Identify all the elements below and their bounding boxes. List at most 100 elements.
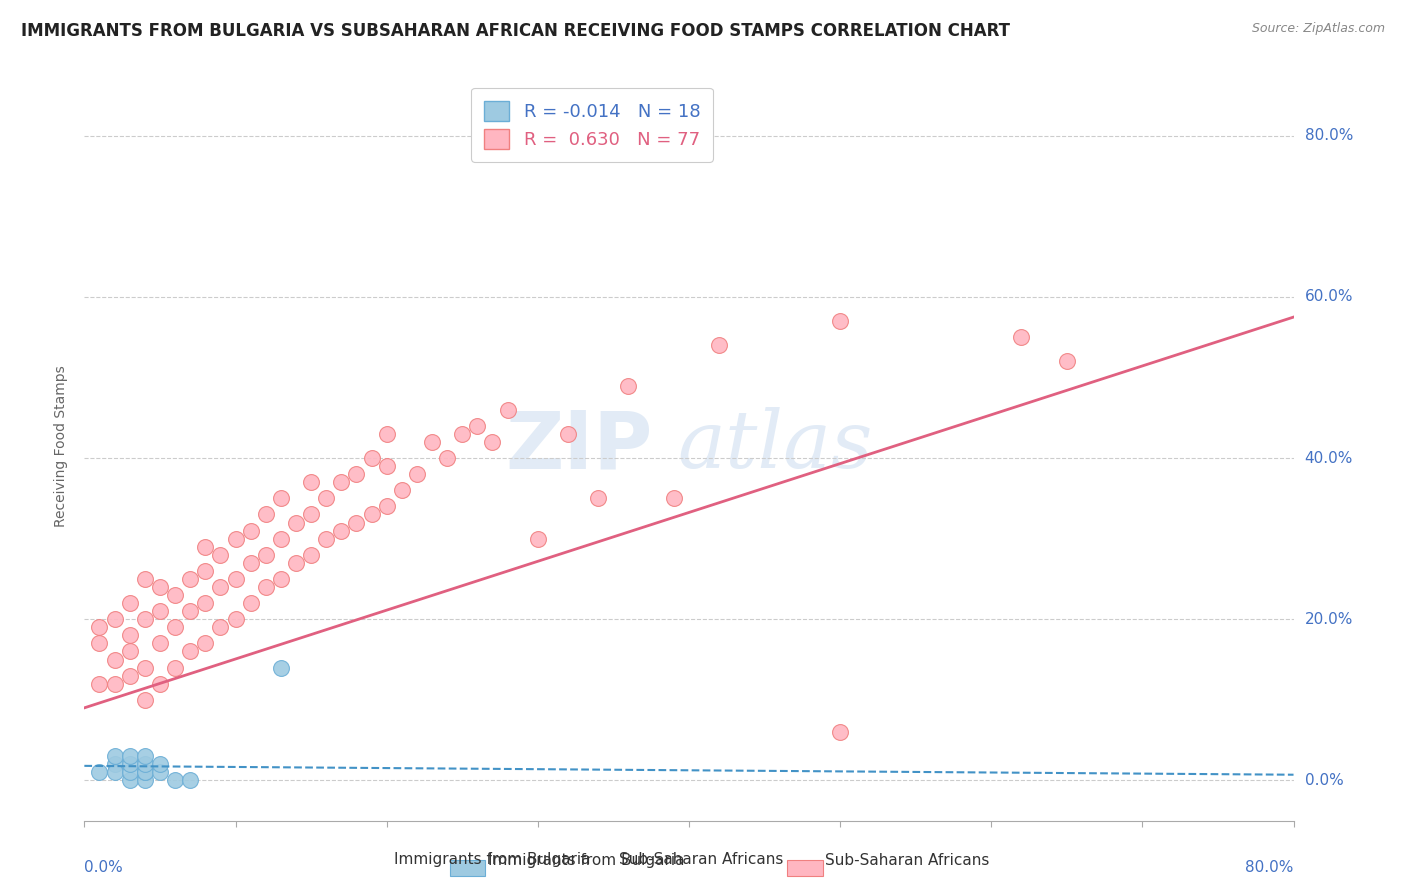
Point	[179, 773, 201, 788]
Point	[481, 434, 503, 449]
Point	[134, 660, 156, 674]
Point	[830, 314, 852, 328]
Point	[118, 749, 141, 764]
Point	[330, 475, 353, 490]
Point	[209, 548, 232, 562]
Point	[194, 540, 217, 554]
Point	[299, 508, 322, 522]
Point	[179, 604, 201, 618]
Point	[588, 491, 610, 506]
Text: 80.0%: 80.0%	[1305, 128, 1353, 144]
Point	[375, 500, 398, 514]
Point	[270, 660, 292, 674]
Point	[134, 572, 156, 586]
Point	[104, 676, 127, 690]
Point	[239, 596, 262, 610]
Text: 40.0%: 40.0%	[1305, 450, 1353, 466]
Point	[134, 757, 156, 772]
Text: 60.0%: 60.0%	[1305, 289, 1353, 304]
Point	[194, 636, 217, 650]
Text: ZIP: ZIP	[505, 407, 652, 485]
Point	[118, 757, 141, 772]
Point	[299, 548, 322, 562]
Legend: R = -0.014   N = 18, R =  0.630   N = 77: R = -0.014 N = 18, R = 0.630 N = 77	[471, 88, 713, 162]
Point	[375, 459, 398, 474]
Point	[134, 749, 156, 764]
Text: Source: ZipAtlas.com: Source: ZipAtlas.com	[1251, 22, 1385, 36]
Point	[270, 532, 292, 546]
Point	[527, 532, 550, 546]
Point	[104, 749, 127, 764]
Point	[89, 636, 111, 650]
Point	[118, 765, 141, 780]
Point	[617, 378, 640, 392]
Point	[149, 757, 172, 772]
Point	[165, 620, 187, 634]
Point	[225, 572, 247, 586]
Text: 0.0%: 0.0%	[1305, 772, 1343, 788]
Text: IMMIGRANTS FROM BULGARIA VS SUBSAHARAN AFRICAN RECEIVING FOOD STAMPS CORRELATION: IMMIGRANTS FROM BULGARIA VS SUBSAHARAN A…	[21, 22, 1010, 40]
Point	[209, 580, 232, 594]
Point	[346, 467, 368, 482]
Point	[89, 620, 111, 634]
Point	[315, 532, 337, 546]
Point	[104, 765, 127, 780]
Point	[662, 491, 685, 506]
Text: Sub-Saharan Africans: Sub-Saharan Africans	[825, 853, 990, 868]
Point	[165, 773, 187, 788]
Point	[346, 516, 368, 530]
Point	[391, 483, 413, 498]
Point	[104, 612, 127, 626]
Point	[270, 572, 292, 586]
Text: atlas: atlas	[676, 408, 872, 484]
Text: 80.0%: 80.0%	[1246, 860, 1294, 874]
Point	[315, 491, 337, 506]
Point	[557, 426, 579, 441]
Point	[254, 548, 277, 562]
Point	[149, 636, 172, 650]
Text: 0.0%: 0.0%	[84, 860, 124, 874]
Point	[149, 580, 172, 594]
Point	[436, 451, 458, 466]
Y-axis label: Receiving Food Stamps: Receiving Food Stamps	[55, 365, 69, 527]
Point	[270, 491, 292, 506]
Point	[104, 757, 127, 772]
Point	[118, 644, 141, 658]
Text: Sub-Saharan Africans: Sub-Saharan Africans	[619, 852, 783, 867]
Point	[360, 451, 382, 466]
Point	[134, 612, 156, 626]
Point	[830, 725, 852, 739]
Point	[1056, 354, 1078, 368]
Point	[360, 508, 382, 522]
Point	[209, 620, 232, 634]
Point	[330, 524, 353, 538]
Point	[165, 588, 187, 602]
Point	[149, 676, 172, 690]
Point	[179, 644, 201, 658]
Text: Immigrants from Bulgaria: Immigrants from Bulgaria	[394, 852, 591, 867]
Point	[254, 508, 277, 522]
Point	[496, 402, 519, 417]
Point	[285, 516, 308, 530]
Point	[299, 475, 322, 490]
Point	[118, 773, 141, 788]
Point	[239, 524, 262, 538]
Point	[134, 765, 156, 780]
Point	[375, 426, 398, 441]
Point	[165, 660, 187, 674]
Point	[118, 668, 141, 682]
Point	[134, 773, 156, 788]
Point	[420, 434, 443, 449]
Point	[149, 765, 172, 780]
Point	[104, 652, 127, 666]
Text: 20.0%: 20.0%	[1305, 612, 1353, 627]
Point	[467, 418, 489, 433]
Point	[118, 628, 141, 642]
Point	[134, 765, 156, 780]
Point	[134, 693, 156, 707]
Point	[149, 604, 172, 618]
Point	[225, 532, 247, 546]
Text: Immigrants from Bulgaria: Immigrants from Bulgaria	[488, 853, 685, 868]
Point	[451, 426, 474, 441]
Point	[285, 556, 308, 570]
